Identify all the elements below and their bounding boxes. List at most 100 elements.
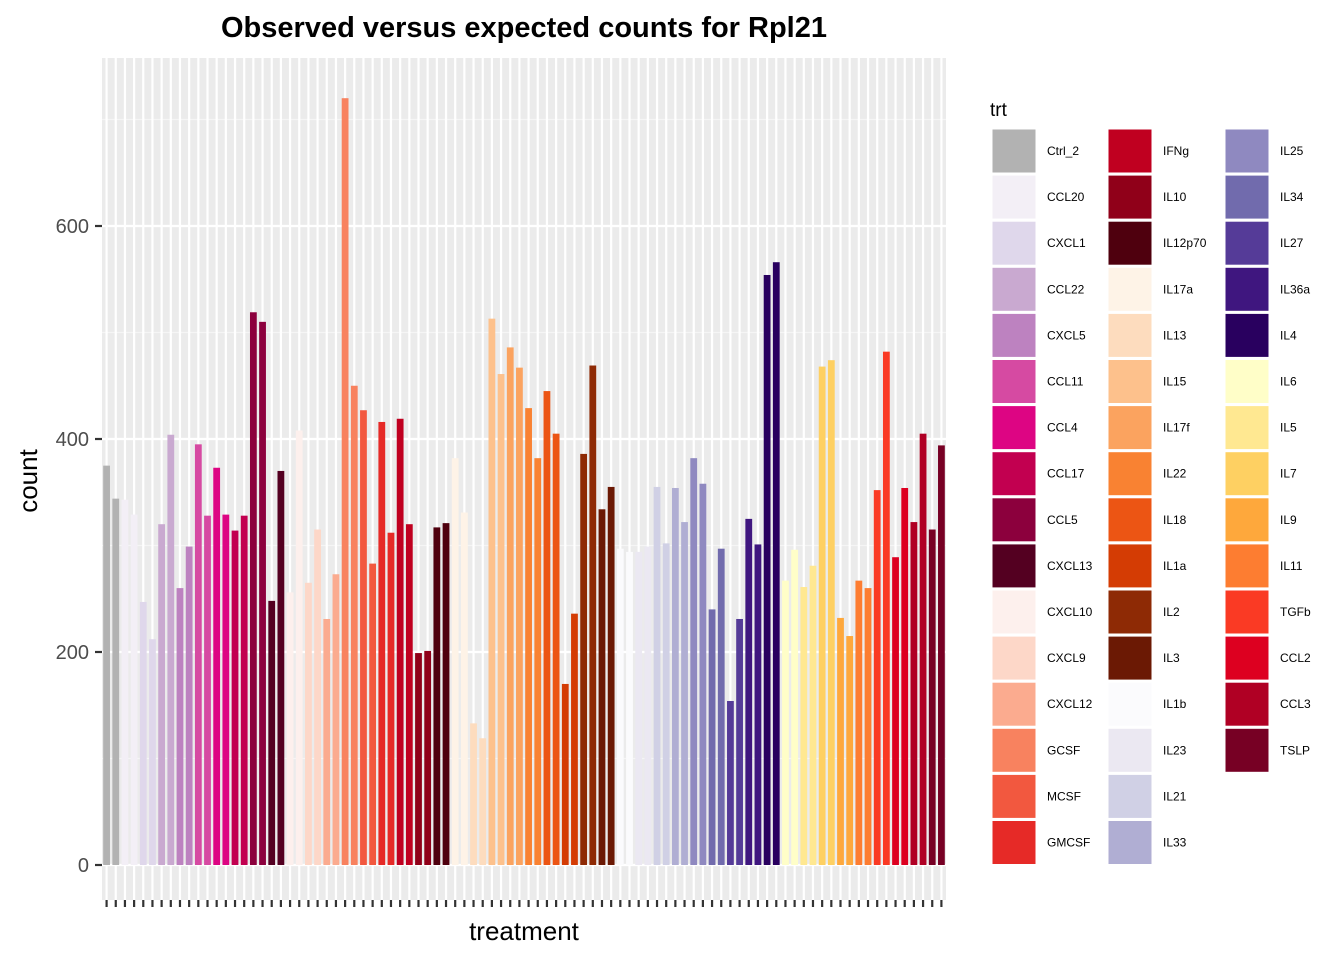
legend-key-CCL20	[991, 174, 1037, 220]
bar-CXCL12	[332, 574, 340, 865]
bar-CCL17	[231, 530, 239, 865]
legend-label-IL23: IL23	[1163, 743, 1187, 757]
bar-IL18	[552, 433, 560, 865]
legend-label-IL4: IL4	[1280, 328, 1297, 342]
legend-key-CXCL5	[991, 312, 1037, 358]
bar-CCL17	[240, 515, 248, 865]
bar-IL5	[809, 565, 817, 865]
bar-IL15	[488, 318, 496, 865]
bar-MCSF	[369, 563, 377, 865]
bar-IL2	[580, 453, 588, 865]
bar-IFNg	[405, 524, 413, 865]
bar-IL34	[717, 548, 725, 865]
y-tick-label: 0	[78, 855, 89, 877]
legend-key-IL23	[1107, 727, 1153, 773]
legend-key-IL1a	[1107, 543, 1153, 589]
legend-key-MCSF	[991, 773, 1037, 819]
bar-IL22	[534, 458, 542, 865]
legend-key-IL17a	[1107, 266, 1153, 312]
legend-label-IFNg: IFNg	[1163, 144, 1189, 158]
bar-IL13	[470, 723, 477, 865]
legend-label-IL22: IL22	[1163, 467, 1187, 481]
bar-IL25	[690, 458, 698, 865]
bar-IFNg	[396, 418, 404, 865]
bar-IL23	[644, 546, 652, 865]
legend-label-CXCL12: CXCL12	[1047, 697, 1093, 711]
bar-IL6	[791, 549, 799, 865]
x-axis-ticks	[105, 900, 943, 907]
legend-key-CCL3	[1224, 681, 1270, 727]
legend-label-IL7: IL7	[1280, 467, 1297, 481]
bar-CXCL13	[277, 470, 285, 865]
legend-label-CXCL10: CXCL10	[1047, 605, 1093, 619]
bar-CCL11	[204, 515, 211, 865]
legend-key-GMCSF	[991, 820, 1037, 865]
y-axis: 0 200 400 600	[56, 216, 102, 877]
legend-key-IL6	[1224, 359, 1270, 404]
bar-CXCL9	[314, 529, 321, 865]
legend-label-IL13: IL13	[1163, 328, 1187, 342]
legend-label-IL11: IL11	[1280, 559, 1303, 573]
bar-IL11	[855, 580, 863, 865]
y-tick-label: 400	[56, 429, 89, 451]
bar-IL4	[763, 274, 771, 865]
bar-IL27	[736, 618, 743, 865]
legend-label-GMCSF: GMCSF	[1047, 836, 1090, 850]
bar-GCSF	[341, 98, 349, 865]
y-tick-label: 200	[56, 642, 89, 664]
legend-key-IL12p70	[1107, 220, 1153, 266]
chart-title: Observed versus expected counts for Rpl2…	[221, 12, 827, 44]
bar-IL10	[424, 650, 432, 865]
legend-label-CCL2: CCL2	[1280, 651, 1311, 665]
bar-IL36a	[754, 544, 762, 865]
bar-CCL2	[901, 487, 909, 865]
legend-label-CXCL1: CXCL1	[1047, 236, 1086, 250]
legend-label-IL2: IL2	[1163, 605, 1180, 619]
bar-IL5	[800, 587, 808, 865]
bar-IL4	[772, 262, 780, 866]
legend-label-CCL4: CCL4	[1047, 421, 1078, 435]
legend-key-IL11	[1224, 543, 1270, 589]
legend-key-IL7	[1224, 451, 1270, 497]
bar-IL3	[598, 509, 606, 865]
bar-Ctrl_2	[112, 498, 120, 865]
bar-IL1b	[626, 551, 633, 865]
legend-key-TSLP	[1224, 727, 1270, 773]
legend-label-IL17f: IL17f	[1163, 421, 1190, 435]
legend-key-CCL4	[991, 405, 1037, 451]
bar-IL33	[671, 487, 679, 865]
legend-label-Ctrl_2: Ctrl_2	[1047, 144, 1079, 158]
bar-TGFb	[882, 351, 890, 865]
bar-IL17a	[451, 458, 459, 865]
bar-IL33	[681, 522, 688, 865]
bar-CCL22	[167, 434, 175, 865]
bar-GMCSF	[378, 421, 386, 865]
bar-IL21	[653, 486, 661, 865]
legend-label-CCL5: CCL5	[1047, 513, 1078, 527]
bar-CXCL10	[286, 592, 294, 865]
bar-CCL20	[130, 514, 138, 865]
legend-key-CXCL10	[991, 589, 1037, 635]
legend-label-CXCL13: CXCL13	[1047, 559, 1093, 573]
legend-key-IL3	[1107, 635, 1153, 681]
y-axis-title: count	[13, 448, 43, 512]
bar-IL2	[589, 365, 597, 865]
legend-key-CCL22	[991, 266, 1037, 312]
legend-label-IL21: IL21	[1163, 789, 1187, 803]
bar-CCL4	[222, 514, 230, 865]
legend-label-IL1b: IL1b	[1163, 697, 1187, 711]
bar-CCL2	[892, 557, 899, 865]
legend-title: trt	[990, 100, 1008, 121]
bar-CCL5	[249, 312, 257, 865]
legend-label-CCL17: CCL17	[1047, 467, 1085, 481]
bar-IL18	[543, 391, 551, 865]
legend-label-IL34: IL34	[1280, 190, 1304, 204]
legend-key-IL36a	[1224, 266, 1270, 312]
bar-GCSF	[350, 385, 358, 865]
legend-label-IL12p70: IL12p70	[1163, 236, 1207, 250]
legend-label-CCL20: CCL20	[1047, 190, 1085, 204]
bar-IL3	[607, 486, 615, 865]
legend-key-CCL11	[991, 359, 1037, 404]
legend-key-IL18	[1107, 497, 1153, 543]
legend-label-IL5: IL5	[1280, 421, 1297, 435]
